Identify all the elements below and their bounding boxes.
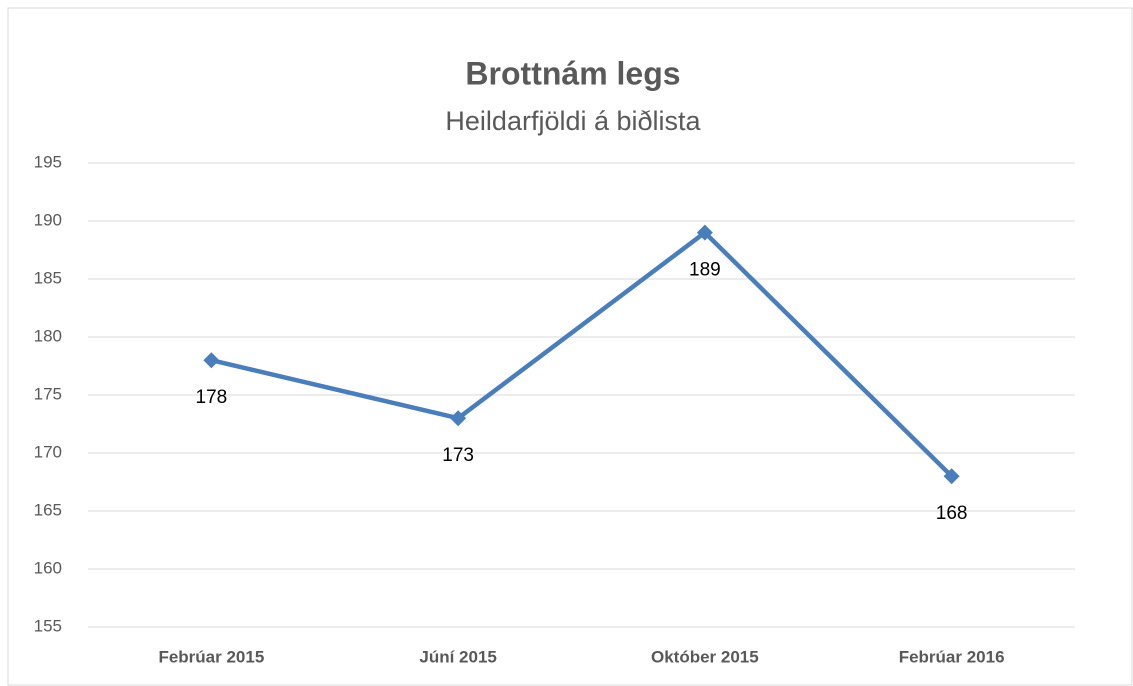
y-tick-label: 155 <box>34 616 62 635</box>
data-point <box>943 468 960 485</box>
x-tick-label: Október 2015 <box>651 647 759 666</box>
data-label: 178 <box>196 387 228 408</box>
data-point <box>696 224 713 241</box>
data-line <box>210 230 954 478</box>
x-tick-label: Febrúar 2015 <box>158 647 264 666</box>
x-tick-label: Febrúar 2016 <box>899 647 1005 666</box>
y-tick-label: 175 <box>34 384 62 403</box>
y-tick-label: 160 <box>34 558 62 577</box>
y-tick-label: 195 <box>34 152 62 171</box>
y-tick-label: 190 <box>34 210 62 229</box>
data-label: 189 <box>689 260 721 281</box>
chart-border <box>7 7 1133 686</box>
chart-subtitle: Heildarfjöldi á biðlista <box>445 106 701 136</box>
x-tick-label: Júní 2015 <box>419 647 497 666</box>
y-tick-label: 185 <box>34 268 62 287</box>
y-tick-label: 180 <box>34 326 62 345</box>
y-tick-label: 170 <box>34 442 62 461</box>
data-label: 168 <box>936 503 968 524</box>
y-tick-label: 165 <box>34 500 62 519</box>
data-label: 173 <box>442 445 474 466</box>
data-point <box>450 410 467 427</box>
chart-title: Brottnám legs <box>465 55 680 91</box>
data-point <box>203 352 220 369</box>
